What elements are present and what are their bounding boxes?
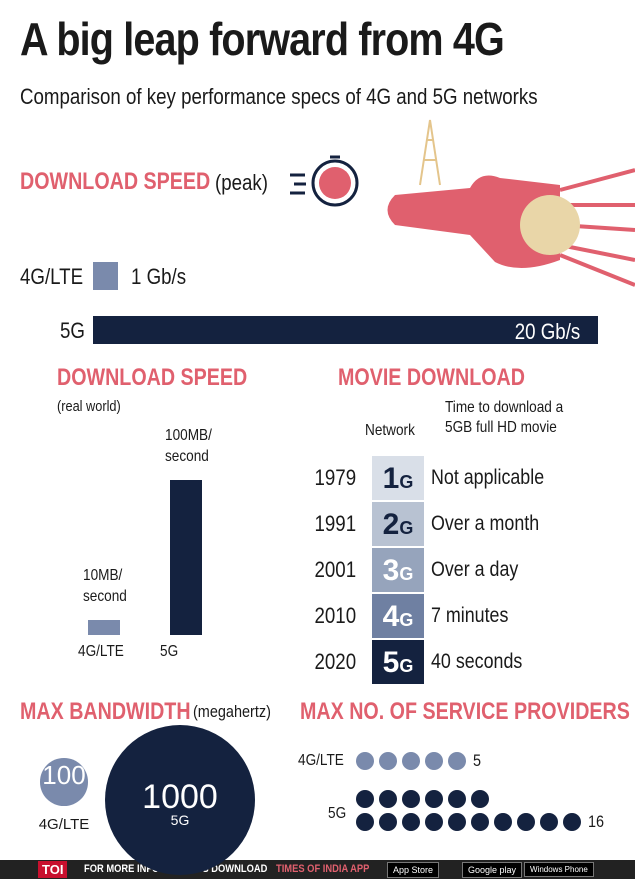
dot [379, 790, 397, 808]
value-label: 20 Gb/s [514, 319, 581, 344]
column-header: Network [365, 422, 415, 439]
category-label: 4G/LTE [78, 643, 124, 660]
chart-title: MAX BANDWIDTH [20, 698, 191, 725]
category-label: 4G/LTE [38, 816, 90, 833]
category-label: 5G [160, 643, 179, 660]
category-label: 4G/LTE [298, 752, 344, 769]
chart-subtitle: (real world) [57, 398, 121, 415]
dot [356, 790, 374, 808]
dot [494, 813, 512, 831]
category-label: 5G [170, 812, 190, 828]
network: 3G [372, 548, 424, 592]
year: 2010 [314, 603, 357, 628]
dot [379, 813, 397, 831]
year: 1991 [314, 511, 357, 536]
bubble-label: 100 [42, 760, 86, 790]
download-time: Not applicable [431, 466, 545, 489]
dot [402, 813, 420, 831]
dot [356, 813, 374, 831]
badge[interactable]: Windows Phone [524, 862, 594, 877]
dot [448, 813, 466, 831]
dot [471, 813, 489, 831]
chart-title: DOWNLOAD SPEED [20, 168, 211, 195]
network: 4G [372, 594, 424, 638]
year: 2001 [314, 557, 357, 582]
download-time: 7 minutes [431, 604, 509, 627]
footer-app: TIMES OF INDIA APP [276, 863, 370, 875]
bubble [105, 725, 255, 875]
category-label: 5G [60, 318, 85, 343]
chart-subtitle: (peak) [215, 170, 269, 195]
chart-subtitle: (megahertz) [193, 702, 271, 721]
table-title: MOVIE DOWNLOAD [338, 364, 525, 391]
network: 2G [372, 502, 424, 546]
download-time: 40 seconds [431, 650, 523, 673]
dot [471, 790, 489, 808]
dot [517, 813, 535, 831]
value-label: 5 [473, 751, 482, 770]
chart-title: MAX NO. OF SERVICE PROVIDERS [300, 698, 630, 725]
badge[interactable]: Google play [462, 862, 523, 878]
brand: TOI [38, 861, 68, 878]
title: A big leap forward from 4G [20, 13, 505, 65]
category-label: 4G/LTE [20, 264, 84, 289]
dot [402, 790, 420, 808]
download-time: Over a day [431, 558, 519, 581]
dot [425, 752, 443, 770]
bar [170, 480, 202, 635]
column-header: Time to download a 5GB full HD movie [445, 399, 564, 436]
network: 1G [372, 456, 424, 500]
dot [425, 790, 443, 808]
bar [88, 619, 120, 635]
bar [93, 316, 598, 344]
value-label: 1 Gb/s [131, 264, 187, 289]
bubble [40, 758, 88, 806]
year: 2020 [314, 649, 357, 674]
dot [448, 790, 466, 808]
dot [379, 752, 397, 770]
subtitle: Comparison of key performance specs of 4… [20, 84, 538, 109]
dot [425, 813, 443, 831]
chart-title: DOWNLOAD SPEED [57, 364, 248, 391]
dot [402, 752, 420, 770]
value-label: 16 [588, 812, 605, 831]
badge[interactable]: App Store [387, 862, 440, 878]
dot [356, 752, 374, 770]
value-label: 10MB/ second [83, 566, 127, 605]
bar [93, 262, 119, 290]
year: 1979 [314, 465, 357, 490]
bubble-label: 1000 [142, 778, 218, 816]
dot [563, 813, 581, 831]
download-time: Over a month [431, 512, 540, 535]
dot [448, 752, 466, 770]
network: 5G [372, 640, 424, 684]
category-label: 5G [328, 805, 347, 822]
value-label: 100MB/ second [165, 427, 212, 465]
dot [540, 813, 558, 831]
